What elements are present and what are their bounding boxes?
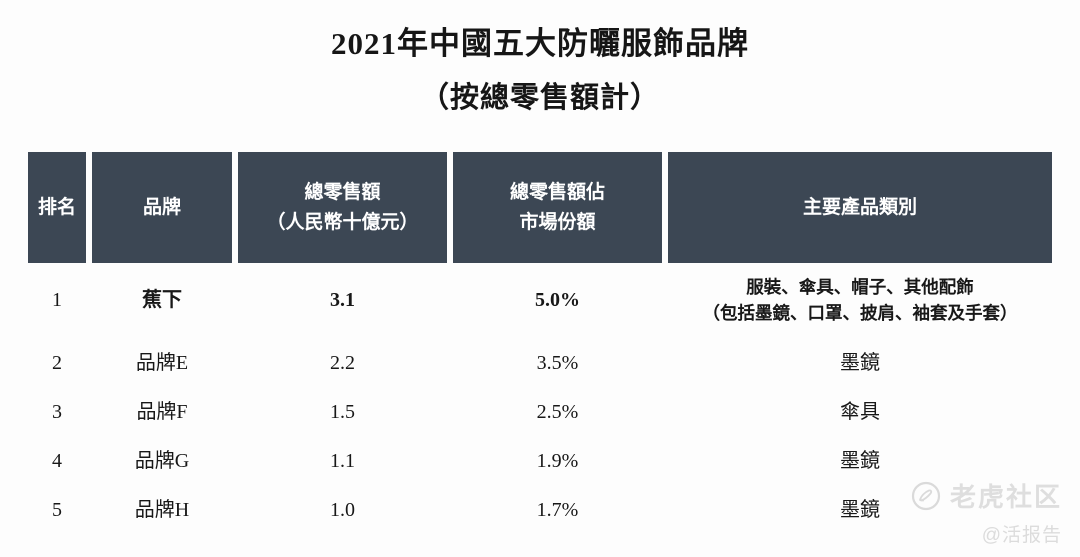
cell-brand: 品牌G (134, 450, 190, 472)
header-label: 排名 (37, 196, 76, 218)
cell-brand: 品牌H (134, 499, 190, 521)
brands-table: 排名 品牌 總零售額 （人民幣十億元） 總零售額佔 市場份額 主要產品類別 1 … (28, 152, 1052, 535)
page-subtitle: （按總零售額計） (419, 82, 660, 115)
cell-retail-value: 2.2 (330, 352, 355, 374)
cell-market-share: 2.5% (536, 401, 579, 423)
cell-brand: 品牌F (136, 401, 188, 423)
header-cell-product-categories: 主要產品類別 (668, 152, 1052, 263)
cell-market-share: 3.5% (536, 352, 579, 374)
cell-market-share: 5.0% (535, 288, 580, 311)
watermark-community-name: 老虎社区 (949, 482, 1062, 512)
cell-product-categories: 墨鏡 (840, 499, 880, 521)
category-line2: （包括墨鏡、口罩、披肩、袖套及手套） (702, 303, 1018, 323)
cell-rank: 3 (52, 401, 62, 423)
header-cell-rank: 排名 (28, 152, 86, 263)
cell-product-categories: 服裝、傘具、帽子、其他配飾 （包括墨鏡、口罩、披肩、袖套及手套） (668, 274, 1052, 327)
cell-retail-value: 1.0 (330, 499, 355, 521)
header-label: 品牌 (142, 196, 181, 218)
cell-product-categories: 傘具 (840, 401, 880, 423)
watermark: 老虎社区 @活报告 (892, 477, 1062, 547)
header-label-line2: （人民幣十億元） (266, 211, 419, 233)
cell-retail-value: 1.1 (330, 450, 355, 472)
cell-product-categories: 墨鏡 (840, 352, 880, 374)
cell-retail-value: 1.5 (330, 401, 355, 423)
header-cell-market-share: 總零售額佔 市場份額 (453, 152, 662, 263)
page-title: 2021年中國五大防曬服飾品牌 (331, 26, 749, 61)
cell-rank: 2 (52, 352, 62, 374)
table-body: 1 蕉下 3.1 5.0% 服裝、傘具、帽子、其他配飾 （包括墨鏡、口罩、披肩、… (28, 265, 1052, 535)
table-row: 4 品牌G 1.1 1.9% 墨鏡 (28, 437, 1052, 486)
header-label-line2: 市場份額 (519, 211, 596, 233)
category-line1: 服裝、傘具、帽子、其他配飾 (746, 276, 974, 297)
cell-market-share: 1.7% (536, 499, 579, 521)
table-row: 3 品牌F 1.5 2.5% 傘具 (28, 388, 1052, 437)
table-header-row: 排名 品牌 總零售額 （人民幣十億元） 總零售額佔 市場份額 主要產品類別 (28, 152, 1052, 263)
cell-retail-value: 3.1 (330, 288, 355, 311)
table-row: 2 品牌E 2.2 3.5% 墨鏡 (28, 339, 1052, 388)
cell-market-share: 1.9% (536, 450, 579, 472)
watermark-top-line: 老虎社区 (892, 477, 1062, 514)
cell-rank: 1 (52, 288, 62, 311)
table-row: 1 蕉下 3.1 5.0% 服裝、傘具、帽子、其他配飾 （包括墨鏡、口罩、披肩、… (28, 265, 1052, 335)
header-label: 總零售額 (304, 182, 381, 204)
cell-rank: 4 (52, 450, 62, 472)
header-cell-brand: 品牌 (92, 152, 232, 263)
cell-product-categories: 墨鏡 (840, 450, 880, 472)
cell-brand: 蕉下 (142, 288, 182, 311)
header-label: 主要產品類別 (802, 196, 917, 218)
header-label: 總零售額佔 (509, 182, 605, 204)
header-cell-retail-value: 總零售額 （人民幣十億元） (238, 152, 447, 263)
title-block: 2021年中國五大防曬服飾品牌 （按總零售額計） (0, 0, 1080, 152)
cell-rank: 5 (52, 499, 62, 521)
tiger-logo-icon (911, 481, 941, 511)
cell-brand: 品牌E (135, 352, 189, 374)
table-row: 5 品牌H 1.0 1.7% 墨鏡 (28, 486, 1052, 535)
watermark-author: @活报告 (981, 525, 1062, 546)
